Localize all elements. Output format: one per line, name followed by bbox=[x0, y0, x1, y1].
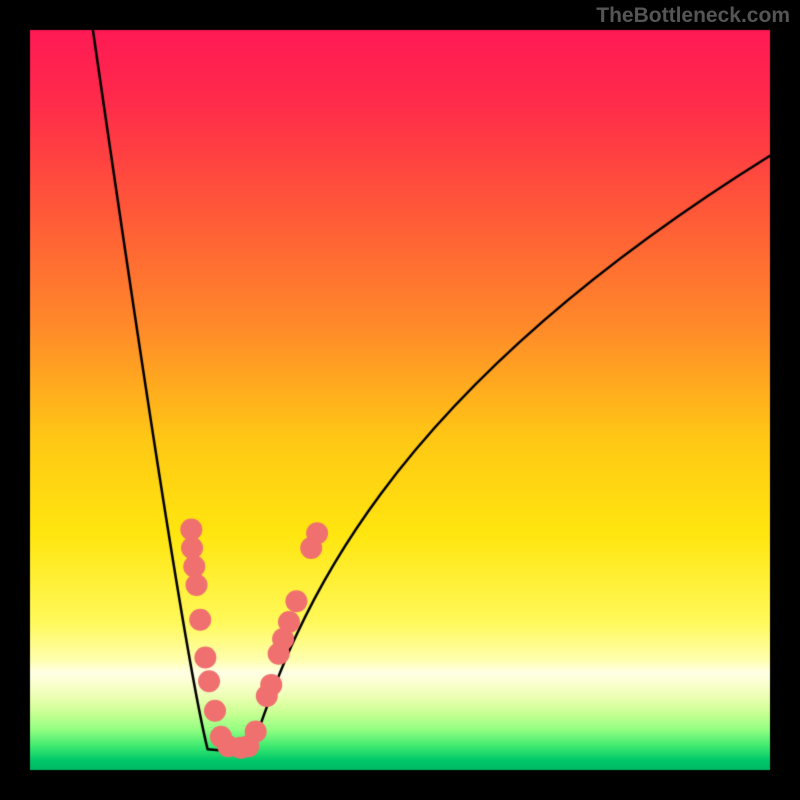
bottleneck-chart-canvas bbox=[0, 0, 800, 800]
chart-stage: TheBottleneck.com bbox=[0, 0, 800, 800]
